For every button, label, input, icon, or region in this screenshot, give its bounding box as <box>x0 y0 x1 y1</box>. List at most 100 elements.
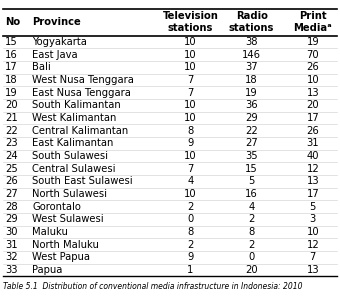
Text: 22: 22 <box>245 126 258 136</box>
Text: 26: 26 <box>306 126 319 136</box>
Text: Maluku: Maluku <box>32 227 68 237</box>
Text: Yogyakarta: Yogyakarta <box>32 37 87 47</box>
Text: 9: 9 <box>187 138 193 148</box>
Text: 7: 7 <box>187 75 193 85</box>
Text: 0: 0 <box>187 214 193 224</box>
Text: 15: 15 <box>5 37 18 47</box>
Text: 10: 10 <box>306 227 319 237</box>
Text: 17: 17 <box>306 113 319 123</box>
Text: Table 5.1  Distribution of conventional media infrastructure in Indonesia: 2010: Table 5.1 Distribution of conventional m… <box>3 282 303 291</box>
Text: 19: 19 <box>245 88 258 98</box>
Text: Television
stations: Television stations <box>163 12 218 33</box>
Text: 25: 25 <box>5 164 18 173</box>
Text: 10: 10 <box>184 113 197 123</box>
Text: Print
Mediaᵃ: Print Mediaᵃ <box>293 12 332 33</box>
Text: 13: 13 <box>306 176 319 186</box>
Text: 40: 40 <box>307 151 319 161</box>
Text: 5: 5 <box>249 176 255 186</box>
Text: 38: 38 <box>245 37 258 47</box>
Text: East Java: East Java <box>32 50 78 60</box>
Text: West Sulawesi: West Sulawesi <box>32 214 104 224</box>
Text: 8: 8 <box>187 126 193 136</box>
Text: 3: 3 <box>310 214 316 224</box>
Text: 19: 19 <box>5 88 18 98</box>
Text: 36: 36 <box>245 100 258 110</box>
Text: 16: 16 <box>5 50 18 60</box>
Text: 24: 24 <box>5 151 18 161</box>
Text: 4: 4 <box>249 202 255 211</box>
Text: 5: 5 <box>310 202 316 211</box>
Text: Gorontalo: Gorontalo <box>32 202 81 211</box>
Text: Radio
stations: Radio stations <box>229 12 274 33</box>
Text: 37: 37 <box>245 62 258 72</box>
Text: 29: 29 <box>5 214 18 224</box>
Text: 8: 8 <box>249 227 255 237</box>
Text: 27: 27 <box>245 138 258 148</box>
Text: Central Sulawesi: Central Sulawesi <box>32 164 116 173</box>
Text: 20: 20 <box>245 265 258 275</box>
Text: 10: 10 <box>184 37 197 47</box>
Text: West Nusa Tenggara: West Nusa Tenggara <box>32 75 134 85</box>
Text: 8: 8 <box>187 227 193 237</box>
Text: 18: 18 <box>5 75 18 85</box>
Text: 12: 12 <box>306 164 319 173</box>
Text: 2: 2 <box>187 240 193 249</box>
Text: South East Sulawesi: South East Sulawesi <box>32 176 133 186</box>
Text: Central Kalimantan: Central Kalimantan <box>32 126 129 136</box>
Text: East Kalimantan: East Kalimantan <box>32 138 114 148</box>
Text: 2: 2 <box>249 240 255 249</box>
Text: 2: 2 <box>249 214 255 224</box>
Text: 13: 13 <box>306 88 319 98</box>
Text: West Kalimantan: West Kalimantan <box>32 113 117 123</box>
Text: 26: 26 <box>306 62 319 72</box>
Text: 1: 1 <box>187 265 193 275</box>
Text: Papua: Papua <box>32 265 63 275</box>
Text: 17: 17 <box>5 62 18 72</box>
Text: No: No <box>5 17 20 27</box>
Text: 18: 18 <box>245 75 258 85</box>
Text: 19: 19 <box>306 37 319 47</box>
Text: 20: 20 <box>5 100 18 110</box>
Text: South Sulawesi: South Sulawesi <box>32 151 108 161</box>
Text: 23: 23 <box>5 138 18 148</box>
Text: 13: 13 <box>306 265 319 275</box>
Text: 29: 29 <box>245 113 258 123</box>
Text: 26: 26 <box>5 176 18 186</box>
Text: 33: 33 <box>5 265 18 275</box>
Text: South Kalimantan: South Kalimantan <box>32 100 121 110</box>
Text: 10: 10 <box>184 62 197 72</box>
Text: North Sulawesi: North Sulawesi <box>32 189 107 199</box>
Text: Province: Province <box>32 17 81 27</box>
Text: 20: 20 <box>306 100 319 110</box>
Text: 31: 31 <box>306 138 319 148</box>
Text: 4: 4 <box>187 176 193 186</box>
Text: 16: 16 <box>245 189 258 199</box>
Text: North Maluku: North Maluku <box>32 240 99 249</box>
Text: 31: 31 <box>5 240 18 249</box>
Text: West Papua: West Papua <box>32 252 90 262</box>
Text: 10: 10 <box>184 50 197 60</box>
Text: 0: 0 <box>249 252 255 262</box>
Text: 15: 15 <box>245 164 258 173</box>
Text: 10: 10 <box>184 151 197 161</box>
Text: 22: 22 <box>5 126 18 136</box>
Text: East Nusa Tenggara: East Nusa Tenggara <box>32 88 131 98</box>
Text: 27: 27 <box>5 189 18 199</box>
Text: 2: 2 <box>187 202 193 211</box>
Text: 28: 28 <box>5 202 18 211</box>
Text: 10: 10 <box>184 100 197 110</box>
Text: 12: 12 <box>306 240 319 249</box>
Text: 10: 10 <box>184 189 197 199</box>
Text: 7: 7 <box>187 88 193 98</box>
Text: 9: 9 <box>187 252 193 262</box>
Text: 10: 10 <box>306 75 319 85</box>
Text: 146: 146 <box>242 50 261 60</box>
Text: 32: 32 <box>5 252 18 262</box>
Text: Bali: Bali <box>32 62 51 72</box>
Text: 7: 7 <box>187 164 193 173</box>
Text: 30: 30 <box>5 227 18 237</box>
Text: 35: 35 <box>245 151 258 161</box>
Text: 70: 70 <box>306 50 319 60</box>
Text: 21: 21 <box>5 113 18 123</box>
Text: 17: 17 <box>306 189 319 199</box>
